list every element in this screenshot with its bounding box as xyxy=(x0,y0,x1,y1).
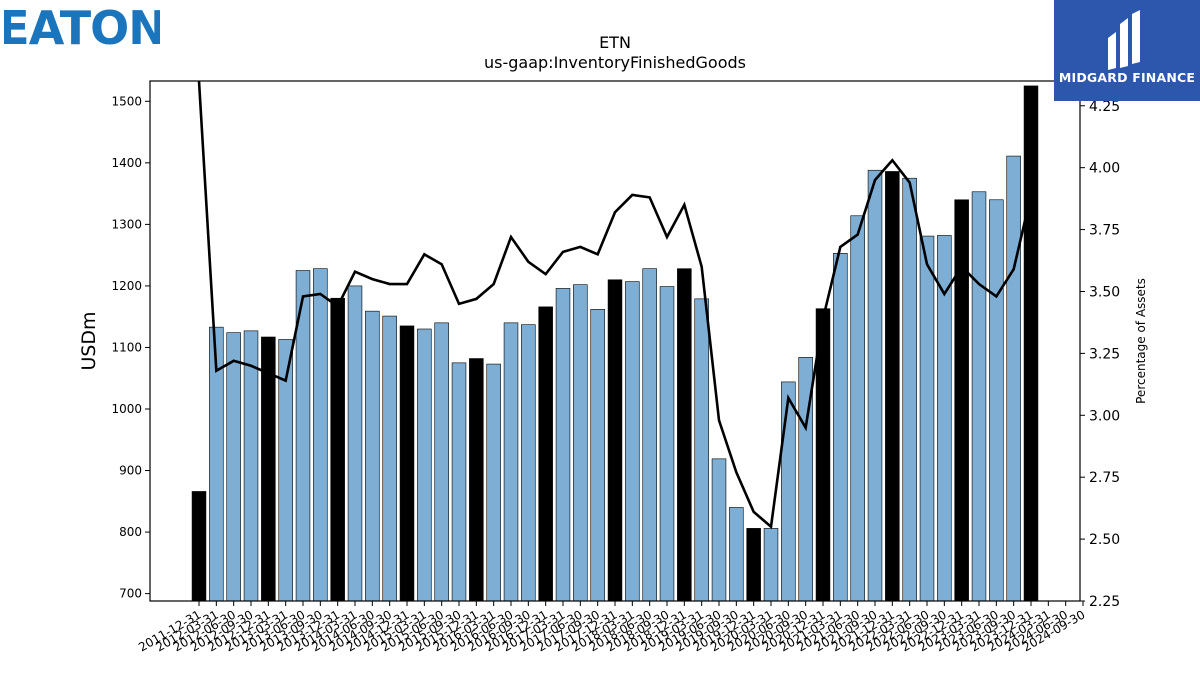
bar xyxy=(399,325,415,602)
bar xyxy=(642,268,657,602)
bar xyxy=(694,298,709,602)
bar xyxy=(867,169,883,602)
y-tick-label: 800 xyxy=(119,525,142,539)
chart-title: ETN xyxy=(599,33,631,52)
y2-tick-label: 3.75 xyxy=(1089,223,1120,239)
bar xyxy=(1023,85,1039,602)
bar xyxy=(902,177,917,602)
bar xyxy=(521,324,536,602)
bar xyxy=(330,297,345,602)
bar xyxy=(659,286,675,602)
bar xyxy=(590,309,605,602)
y2-tick-label: 4.00 xyxy=(1089,161,1120,177)
midgard-logo-text: MIDGARD FINANCE xyxy=(1058,70,1196,85)
bar xyxy=(434,322,449,602)
midgard-finance-logo: MIDGARD FINANCE xyxy=(1054,0,1200,101)
y-tick-label: 1400 xyxy=(111,156,142,170)
x-axis: 2011-12-312012-03-312012-06-302012-09-30… xyxy=(136,601,1088,654)
bar xyxy=(919,235,935,602)
y-axis-label: USDm xyxy=(78,311,100,370)
y-tick-label: 1300 xyxy=(111,217,142,231)
bar xyxy=(989,199,1004,602)
bar xyxy=(850,215,865,602)
bar xyxy=(763,528,779,602)
bar xyxy=(833,253,848,602)
bar xyxy=(538,306,553,602)
line-path xyxy=(197,81,1033,530)
bar xyxy=(937,235,952,602)
y2-tick-label: 3.25 xyxy=(1089,346,1120,362)
bar xyxy=(382,315,397,602)
y-tick-label: 1100 xyxy=(111,340,142,354)
y-axis-left: 700 800 900 1000 1100 1200 1300 1400 1500 xyxy=(111,94,150,601)
bar xyxy=(677,268,692,602)
y-tick-label: 1000 xyxy=(111,402,142,416)
midgard-mark-icon xyxy=(1108,10,1140,70)
y2-tick-label: 2.50 xyxy=(1089,532,1120,548)
y2-tick-label: 2.75 xyxy=(1089,470,1120,486)
y-axis-right: 2.25 2.50 2.75 3.00 3.25 3.50 3.75 4.00 4.25 xyxy=(1080,99,1120,610)
bar xyxy=(469,358,484,602)
bar xyxy=(885,171,900,602)
y2-tick-label: 2.25 xyxy=(1089,594,1120,610)
bar xyxy=(226,332,241,602)
eaton-logo-text: EATON xyxy=(4,4,160,48)
bar xyxy=(313,268,328,602)
bar xyxy=(954,199,969,602)
chart-subtitle: us-gaap:InventoryFinishedGoods xyxy=(484,53,746,72)
y2-axis-label: Percentage of Assets xyxy=(1134,278,1148,404)
bar xyxy=(607,279,623,602)
bar xyxy=(1006,155,1021,602)
line-series xyxy=(197,81,1033,530)
bar xyxy=(781,381,796,602)
bar xyxy=(555,288,571,602)
bar xyxy=(451,362,467,602)
bar xyxy=(365,310,380,602)
bar xyxy=(573,284,588,602)
bar xyxy=(347,285,363,602)
bar xyxy=(729,507,744,602)
bar xyxy=(417,328,432,602)
y-tick-label: 700 xyxy=(119,587,142,601)
bar xyxy=(971,191,987,602)
bar-series xyxy=(191,85,1039,602)
y2-tick-label: 3.50 xyxy=(1089,284,1120,300)
bar xyxy=(243,330,259,602)
y-tick-label: 1500 xyxy=(111,94,142,108)
bar xyxy=(486,363,501,602)
bar xyxy=(711,458,727,602)
y-tick-label: 900 xyxy=(119,464,142,478)
bar xyxy=(625,281,640,602)
bar xyxy=(503,322,519,602)
y2-tick-label: 4.25 xyxy=(1089,99,1120,115)
y2-tick-label: 3.00 xyxy=(1089,408,1120,424)
y-tick-label: 1200 xyxy=(111,279,142,293)
bar xyxy=(746,528,761,602)
bar xyxy=(191,491,207,602)
eaton-logo: EATON xyxy=(0,1,167,55)
